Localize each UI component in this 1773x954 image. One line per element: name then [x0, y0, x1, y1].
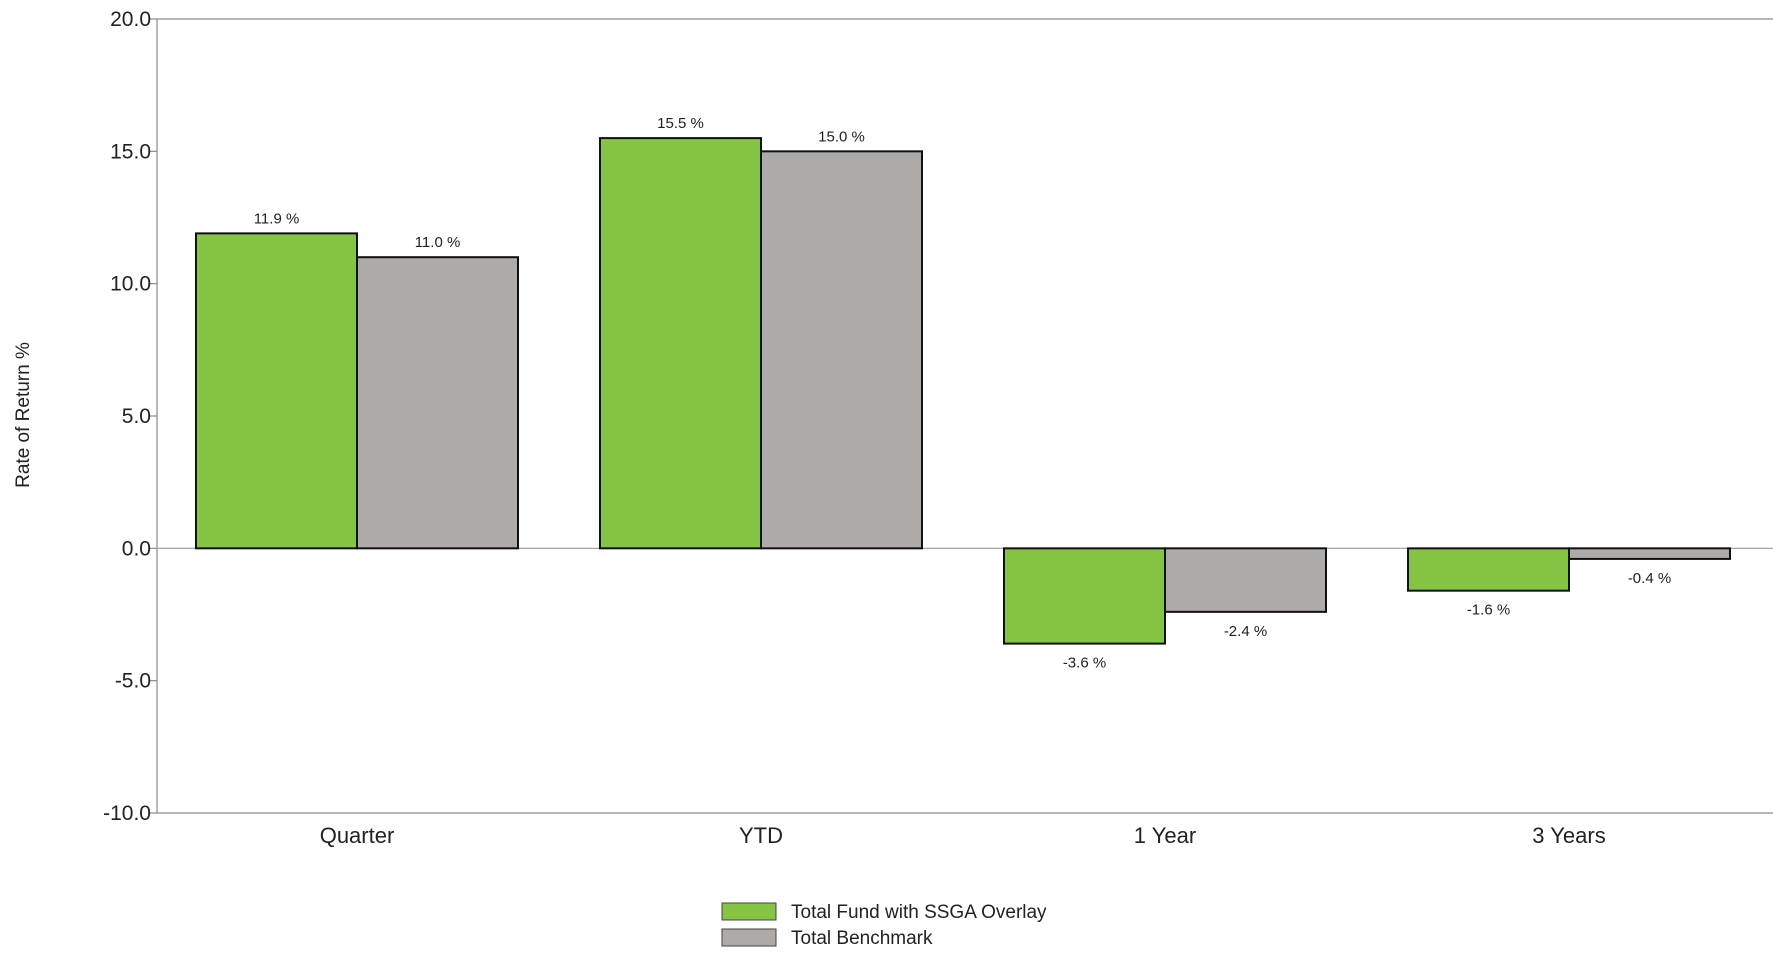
x-tick-label: YTD	[739, 823, 783, 848]
data-label: 15.5 %	[657, 115, 704, 132]
bar	[1164, 547, 1327, 613]
data-label: -0.4 %	[1628, 570, 1671, 587]
legend-swatch	[721, 902, 777, 921]
y-axis-title: Rate of Return %	[13, 342, 34, 488]
bar	[760, 150, 923, 550]
legend: Total Fund with SSGA Overlay Total Benchm…	[721, 902, 1047, 949]
y-tick-label: 10.0	[110, 273, 151, 296]
data-label: -2.4 %	[1224, 623, 1267, 640]
bar	[195, 232, 358, 550]
legend-label: Total Benchmark	[791, 928, 933, 949]
y-tick-label: 0.0	[122, 537, 151, 560]
bar	[356, 256, 519, 550]
data-label: 11.9 %	[254, 210, 300, 227]
data-label: -1.6 %	[1467, 602, 1510, 619]
x-tick-label: 3 Years	[1532, 823, 1605, 848]
bar	[599, 137, 762, 550]
y-tick-label: 5.0	[122, 405, 151, 428]
legend-swatch	[721, 928, 777, 947]
bar	[1568, 547, 1731, 560]
y-tick-label: -5.0	[115, 670, 151, 693]
data-label: 11.0 %	[415, 234, 461, 251]
x-tick-label: Quarter	[320, 823, 395, 848]
data-label: -3.6 %	[1063, 655, 1106, 672]
bar	[1407, 547, 1570, 592]
y-tick-label: -10.0	[103, 802, 151, 825]
x-tick-label: 1 Year	[1134, 823, 1196, 848]
bars	[195, 137, 1731, 645]
y-tick-label: 20.0	[110, 8, 151, 31]
bar	[1003, 547, 1166, 645]
legend-label: Total Fund with SSGA Overlay	[791, 902, 1047, 923]
y-tick-label: 15.0	[110, 140, 151, 163]
data-labels: 11.9 % 11.0 % 15.5 % 15.0 % -3.6 % -2.4 % -1.6…	[254, 115, 1671, 672]
data-label: 15.0 %	[818, 128, 865, 145]
